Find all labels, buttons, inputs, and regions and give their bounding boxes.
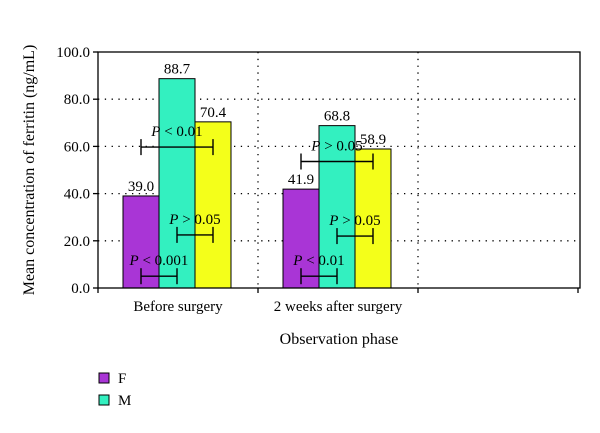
legend-label: F (118, 371, 126, 387)
value-label: 70.4 (200, 105, 227, 121)
p-value-label: P > 0.05 (168, 212, 220, 228)
y-tick-label: 20.0 (64, 234, 90, 250)
value-label: 58.9 (360, 132, 386, 148)
y-tick-label: 40.0 (64, 187, 90, 203)
p-value-label: P > 0.05 (328, 213, 380, 229)
p-value-label: P < 0.01 (150, 124, 202, 140)
bar-1-1 (318, 125, 356, 289)
legend-swatch (98, 372, 110, 384)
x-tick-label: Before surgery (133, 299, 223, 315)
value-label: 39.0 (128, 179, 154, 195)
significance-bracket (300, 153, 374, 170)
significance-bracket (140, 139, 214, 156)
legend-label: M (118, 393, 131, 409)
x-tick-label: 2 weeks after surgery (274, 299, 403, 315)
significance-bracket (176, 226, 214, 243)
significance-bracket (300, 268, 338, 285)
value-labels: 39.0 88.7 70.4 41.9 68.8 58.9 (128, 62, 386, 195)
y-tick-label: 100.0 (56, 45, 90, 61)
legend: FM (98, 371, 131, 409)
bar-1-2 (354, 148, 392, 289)
plot-frame (97, 51, 581, 289)
x-axis-title: Observation phase (280, 331, 399, 348)
p-value-label: P > 0.05 (310, 139, 362, 155)
y-tick-label: 80.0 (64, 92, 90, 108)
significance-bracket (336, 228, 374, 245)
y-tick-label: 0.0 (71, 281, 90, 297)
value-label: 41.9 (288, 172, 314, 188)
y-axis-title: Mean concentration of ferritin (ng/mL) (21, 45, 38, 296)
y-axis-ticks: 0.0 20.0 40.0 60.0 80.0 100.0 (56, 45, 98, 297)
value-label: 68.8 (324, 109, 350, 125)
legend-item: F (98, 371, 126, 387)
p-value-label: P < 0.01 (292, 253, 344, 269)
y-tick-label: 60.0 (64, 139, 90, 155)
value-label: 88.7 (164, 62, 191, 78)
legend-swatch (98, 394, 110, 406)
grid-lines (98, 52, 580, 288)
p-value-label: P < 0.001 (129, 253, 189, 269)
x-axis-ticks: Before surgery 2 weeks after surgery (97, 288, 579, 315)
legend-item: M (98, 393, 131, 409)
significance-annotations: P < 0.01 P > 0.05 P < 0.001 P > 0.05 P > 0.0… (129, 124, 381, 285)
significance-bracket (140, 268, 178, 285)
